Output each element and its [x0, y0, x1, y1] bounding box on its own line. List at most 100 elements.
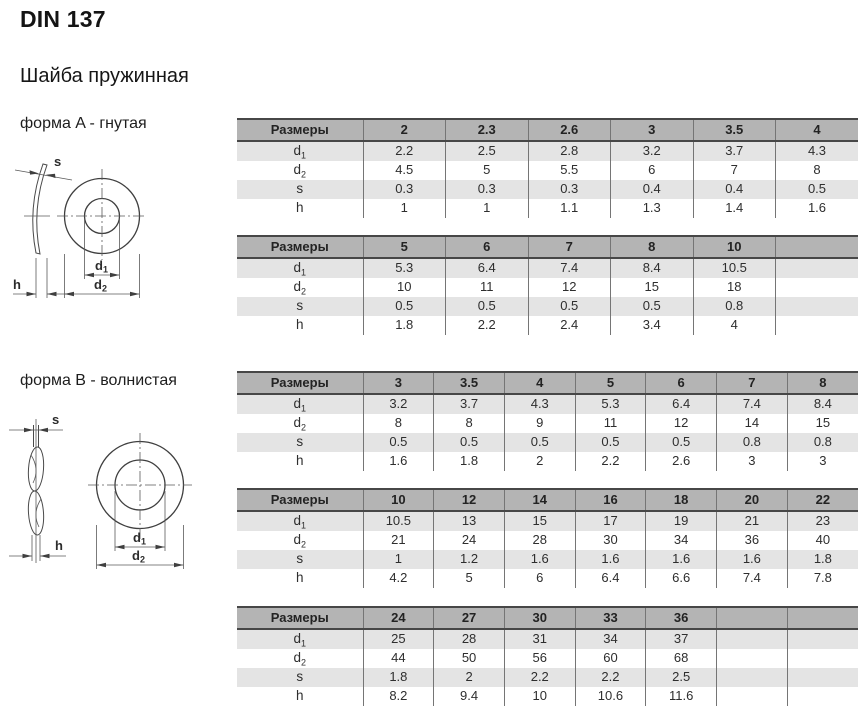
value-cell: 2: [433, 668, 505, 687]
value-cell: 11: [574, 414, 646, 433]
dim-label-s-form-a: s: [54, 154, 61, 169]
size-header-cell: [716, 606, 788, 630]
row-label-cell: h: [295, 570, 304, 586]
wavy-washer-lower-loop: [27, 490, 45, 536]
value-cell: 6.6: [645, 569, 717, 588]
value-cell: 11.6: [645, 687, 717, 706]
form-a-table-1: Размеры 2 2.3 2.6 3 3.5 4 d1 2.2 2.5 2.8 3.2 3.7 4.3 d…: [237, 118, 858, 218]
size-header-cell: 8: [786, 371, 858, 395]
value-cell: 2.2: [362, 141, 446, 161]
size-header-cell: 22: [786, 488, 858, 512]
form-a-drawing: s h d1 d2: [13, 154, 147, 298]
row-label-cell: d2: [293, 162, 307, 180]
value-cell: 8.4: [786, 394, 858, 414]
value-cell: 60: [574, 649, 646, 668]
size-header-cell: 10: [692, 235, 776, 259]
value-cell: 3: [786, 452, 858, 471]
value-cell: 36: [716, 531, 788, 550]
size-header-cell: 7: [716, 371, 788, 395]
form-b-table-2: Размеры 10 12 14 16 18 20 22 d1 10.5 13 15 17 19 21 23 d…: [237, 488, 858, 588]
size-header-cell: 16: [574, 488, 646, 512]
value-cell: 0.5: [362, 433, 434, 452]
dimension-row: h 1 1 1.1 1.3 1.4 1.6: [237, 199, 858, 218]
bent-washer-side-view: [32, 163, 48, 255]
size-header-cell: 30: [503, 606, 576, 630]
dimension-row: s 0.3 0.3 0.3 0.4 0.4 0.5: [237, 180, 858, 199]
dim-label-h-form-a: h: [13, 277, 21, 292]
size-header-cell: 14: [503, 488, 576, 512]
row-label-cell: d2: [293, 279, 307, 297]
row-label-cell: d1: [293, 260, 307, 278]
value-cell: 4.3: [775, 141, 858, 161]
dimension-row: h 8.2 9.4 10 10.6 11.6: [237, 687, 858, 706]
value-cell: 1.1: [527, 199, 611, 218]
value-cell: 0.3: [527, 180, 611, 199]
value-cell: 1.8: [433, 452, 505, 471]
value-cell: 30: [574, 531, 646, 550]
table-header-row: Размеры 5 6 7 8 10: [237, 235, 858, 259]
value-cell: 34: [574, 629, 646, 649]
row-label-cell: h: [295, 453, 304, 469]
table-header-row: Размеры 2 2.3 2.6 3 3.5 4: [237, 118, 858, 142]
dimension-row: d2 21 24 28 30 34 36 40: [237, 531, 858, 550]
value-cell: 1.4: [692, 199, 776, 218]
value-cell: 1: [362, 199, 446, 218]
value-cell: 0.5: [362, 297, 446, 316]
size-header-cell: 4: [775, 118, 858, 142]
dimensions-table: Размеры 2 2.3 2.6 3 3.5 4 d1 2.2 2.5 2.8 3.2 3.7 4.3 d…: [237, 118, 858, 218]
value-cell: 50: [433, 649, 505, 668]
dimension-row: d2 10 11 12 15 18: [237, 278, 858, 297]
size-header-cell: 27: [433, 606, 505, 630]
value-cell: [775, 297, 858, 316]
value-cell: 37: [645, 629, 717, 649]
value-cell: 2.5: [445, 141, 528, 161]
value-cell: 28: [503, 531, 576, 550]
value-cell: 0.8: [786, 433, 858, 452]
size-header-cell: 3.5: [433, 371, 505, 395]
value-cell: 1.6: [362, 452, 434, 471]
value-cell: 1.8: [786, 550, 858, 569]
value-cell: 15: [610, 278, 693, 297]
value-cell: 1.6: [574, 550, 646, 569]
value-cell: [786, 687, 858, 706]
header-label-cell: Размеры: [237, 488, 363, 512]
value-cell: 8: [775, 161, 858, 180]
value-cell: 0.5: [610, 297, 693, 316]
value-cell: 3.7: [433, 394, 505, 414]
dim-label-h-form-b: h: [55, 538, 63, 553]
value-cell: 9.4: [433, 687, 505, 706]
size-header-cell: 10: [362, 488, 434, 512]
page-title: DIN 137: [20, 6, 106, 32]
value-cell: 15: [786, 414, 858, 433]
value-cell: 6.4: [445, 258, 528, 278]
dimension-row: d1 2.2 2.5 2.8 3.2 3.7 4.3: [237, 141, 858, 161]
value-cell: 1.6: [645, 550, 717, 569]
value-cell: 1.8: [362, 316, 446, 335]
dimensions-table: Размеры 10 12 14 16 18 20 22 d1 10.5 13 15 17 19 21 23 d…: [237, 488, 858, 588]
value-cell: 12: [645, 414, 717, 433]
value-cell: [716, 687, 788, 706]
value-cell: 0.4: [692, 180, 776, 199]
dim-label-d1-form-a: d1: [95, 258, 108, 275]
value-cell: 0.3: [445, 180, 528, 199]
value-cell: 44: [362, 649, 434, 668]
value-cell: 2.8: [527, 141, 611, 161]
value-cell: 4.3: [503, 394, 576, 414]
dim-label-s-form-b: s: [52, 412, 59, 427]
dimensions-table: Размеры 3 3.5 4 5 6 7 8 d1 3.2 3.7 4.3 5.3 6.4 7.4 8.4 d…: [237, 371, 858, 471]
size-header-cell: 33: [574, 606, 646, 630]
value-cell: 0.5: [503, 433, 576, 452]
section-label-form-a: форма A - гнутая: [20, 115, 147, 132]
value-cell: 0.5: [574, 433, 646, 452]
value-cell: 56: [503, 649, 576, 668]
size-header-cell: 8: [610, 235, 693, 259]
row-label-cell: s: [296, 551, 304, 567]
value-cell: 34: [645, 531, 717, 550]
value-cell: 10: [503, 687, 576, 706]
section-label-form-b: форма B - волнистая: [20, 372, 177, 389]
value-cell: 7.4: [716, 569, 788, 588]
value-cell: 5.3: [362, 258, 446, 278]
value-cell: 7.4: [716, 394, 788, 414]
dimension-row: s 1 1.2 1.6 1.6 1.6 1.6 1.8: [237, 550, 858, 569]
form-b-table-1: Размеры 3 3.5 4 5 6 7 8 d1 3.2 3.7 4.3 5.3 6.4 7.4 8.4 d…: [237, 371, 858, 471]
